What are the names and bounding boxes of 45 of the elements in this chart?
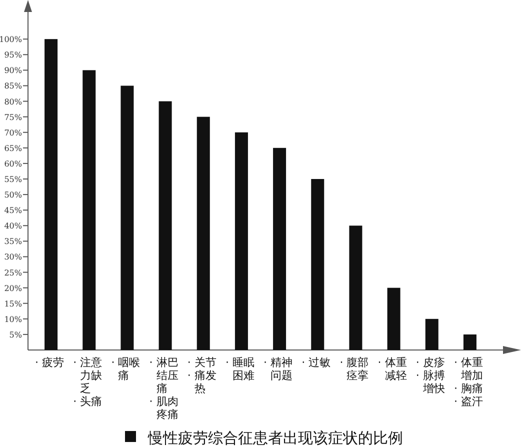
legend-label: 慢性疲劳综合征患者出现该症状的比例 bbox=[147, 429, 403, 447]
x-tick-label: · 疲劳 bbox=[35, 356, 64, 369]
y-tick-label: 55% bbox=[4, 175, 22, 184]
y-tick-label: 50% bbox=[4, 190, 22, 200]
y-tick-label: 65% bbox=[4, 144, 22, 153]
x-tick-label: · 过敏 bbox=[302, 356, 331, 369]
y-tick-label: 85% bbox=[4, 82, 22, 91]
bar bbox=[82, 70, 96, 350]
y-tick-label: 5% bbox=[9, 330, 22, 340]
x-tick-label: · 淋巴结压痛 · 肌肉疼痛 bbox=[149, 356, 178, 421]
y-tick-label: 60% bbox=[4, 159, 22, 168]
y-tick-label: 45% bbox=[4, 206, 22, 216]
x-tick-label: · 精神问题 bbox=[264, 356, 293, 382]
bar bbox=[196, 116, 210, 350]
x-tick-label: · 咽喉痛 bbox=[111, 356, 140, 382]
bar bbox=[349, 226, 362, 350]
x-tick-label: · 腹部痉挛 bbox=[340, 356, 369, 382]
bar bbox=[234, 132, 248, 350]
y-tick-label: 10% bbox=[4, 314, 22, 324]
bar bbox=[425, 318, 438, 350]
bar bbox=[311, 179, 324, 350]
x-tick-label: · 关节 · 痛发热 bbox=[187, 356, 216, 395]
bar bbox=[387, 288, 400, 350]
y-tick-label: 95% bbox=[4, 50, 22, 60]
y-tick-label: 25% bbox=[4, 268, 22, 278]
x-tick-label: · 体重增加 · 胸痛 · 盗汗 bbox=[454, 356, 483, 408]
y-tick-label: 80% bbox=[4, 97, 22, 106]
x-tick-label: · 皮疹 · 脉搏增快 bbox=[416, 356, 445, 395]
bar bbox=[44, 39, 58, 350]
y-tick-label: 70% bbox=[4, 128, 22, 138]
bar bbox=[120, 86, 134, 350]
bar bbox=[273, 148, 286, 350]
x-tick-label: · 体重减轻 bbox=[378, 356, 407, 382]
y-tick-label: 35% bbox=[4, 237, 22, 246]
y-tick-label: 40% bbox=[4, 222, 22, 231]
x-tick-label: · 注意力缺乏 · 头痛 bbox=[73, 356, 102, 408]
bar bbox=[463, 334, 476, 350]
y-tick-label: 15% bbox=[4, 299, 22, 308]
y-tick-label: 90% bbox=[4, 66, 22, 76]
y-tick-label: 30% bbox=[4, 252, 22, 262]
y-tick-label: 75% bbox=[4, 112, 22, 122]
y-tick-label: 20% bbox=[4, 284, 22, 293]
x-tick-label: · 睡眠困难 bbox=[225, 356, 254, 382]
y-tick-label: 100% bbox=[0, 35, 22, 44]
bar bbox=[158, 101, 172, 350]
